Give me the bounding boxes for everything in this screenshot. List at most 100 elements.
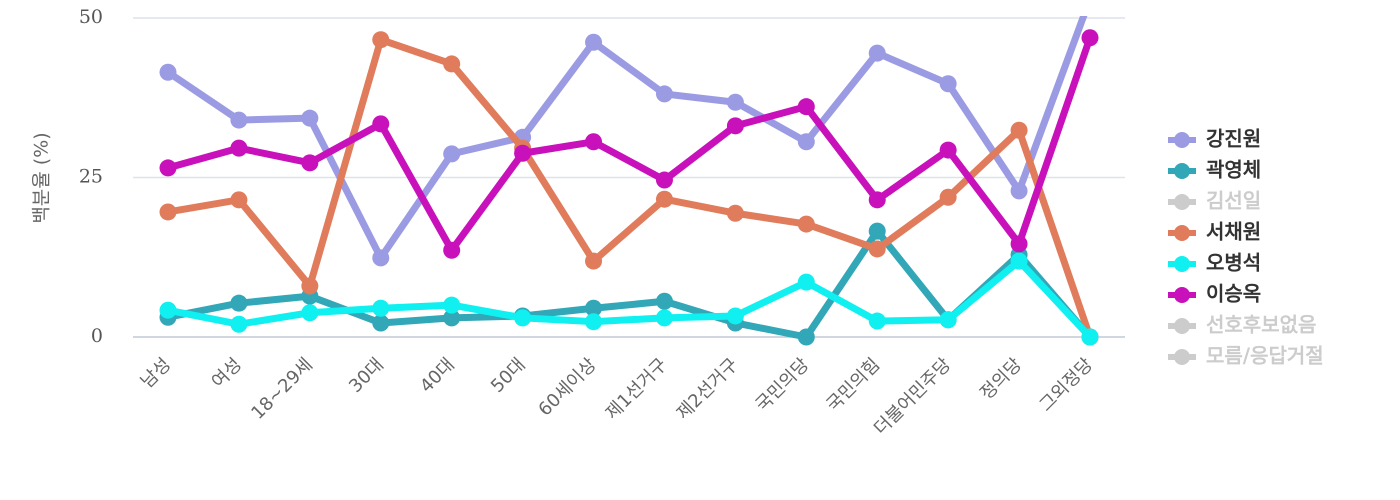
- legend-item[interactable]: 이승옥: [1168, 282, 1261, 306]
- legend-marker: [1174, 349, 1190, 365]
- y-tick-label: 25: [79, 166, 103, 188]
- legend-item[interactable]: 선호후보없음: [1168, 313, 1316, 337]
- point: [443, 309, 461, 327]
- x-tick-label: 정의당: [976, 354, 1026, 404]
- series-line: [167, 36, 1094, 339]
- point: [655, 190, 673, 208]
- point: [1082, 0, 1099, 7]
- point: [868, 191, 886, 209]
- point: [159, 159, 177, 177]
- point: [230, 315, 248, 333]
- legend-label: 곽영체: [1206, 158, 1261, 182]
- legend-marker: [1174, 318, 1190, 334]
- point: [159, 301, 177, 319]
- point: [726, 307, 744, 325]
- legend-item[interactable]: 모름/응답거절: [1168, 344, 1324, 368]
- point: [443, 145, 461, 163]
- point: [585, 313, 603, 331]
- point: [443, 241, 461, 259]
- legend-item[interactable]: 강진원: [1168, 127, 1261, 151]
- legend-label: 김선일: [1206, 189, 1261, 213]
- point: [726, 117, 744, 135]
- point: [1081, 29, 1099, 47]
- point: [230, 111, 248, 129]
- point: [868, 312, 886, 330]
- x-tick-label: 국민의힘: [823, 354, 885, 416]
- x-tick-label: 남성: [137, 354, 175, 392]
- legend-label: 이승옥: [1206, 282, 1261, 306]
- point: [655, 85, 673, 103]
- point: [372, 299, 390, 317]
- legend-item[interactable]: 서채원: [1168, 220, 1261, 244]
- point: [726, 204, 744, 222]
- point: [655, 171, 673, 189]
- point: [868, 222, 886, 240]
- point: [1010, 235, 1028, 253]
- x-tick-label: 제2선거구: [673, 354, 743, 424]
- point: [514, 309, 532, 327]
- legend-marker: [1174, 256, 1190, 272]
- x-tick-label: 60세이상: [534, 354, 600, 420]
- point: [301, 154, 319, 172]
- point: [939, 75, 957, 93]
- point: [797, 328, 815, 346]
- point: [797, 133, 815, 151]
- point: [585, 299, 603, 317]
- legend-label: 오병석: [1206, 251, 1261, 275]
- plot-area: [159, 0, 1099, 346]
- legend-marker: [1174, 194, 1190, 210]
- legend-item[interactable]: 김선일: [1168, 189, 1261, 213]
- point: [585, 33, 603, 51]
- point: [939, 188, 957, 206]
- point: [230, 191, 248, 209]
- point: [443, 55, 461, 73]
- x-tick-label: 그외정당: [1035, 354, 1097, 416]
- point: [1081, 328, 1099, 346]
- x-tick-label: 50대: [487, 354, 530, 397]
- x-tick-label: 18~29세: [247, 354, 317, 424]
- point: [585, 133, 603, 151]
- legend-marker: [1174, 163, 1190, 179]
- point: [372, 115, 390, 133]
- point: [1010, 182, 1028, 200]
- point: [301, 304, 319, 322]
- legend-marker: [1174, 225, 1190, 241]
- legend-label: 모름/응답거절: [1206, 344, 1324, 368]
- point: [726, 93, 744, 111]
- point: [1010, 252, 1028, 270]
- legend-item[interactable]: 곽영체: [1168, 158, 1261, 182]
- point: [797, 215, 815, 233]
- x-tick-label: 국민의당: [752, 354, 814, 416]
- x-tick-label: 30대: [345, 354, 388, 397]
- x-tick-label: 제1선거구: [602, 354, 672, 424]
- x-tick-label: 더불어민주당: [870, 354, 955, 439]
- series-line: [167, 227, 1093, 341]
- point: [230, 139, 248, 157]
- point: [159, 63, 177, 81]
- point: [797, 273, 815, 291]
- point: [939, 311, 957, 329]
- point: [372, 249, 390, 267]
- point: [514, 144, 532, 162]
- legend-marker: [1174, 132, 1190, 148]
- point: [372, 31, 390, 49]
- x-tick-label: 40대: [416, 354, 459, 397]
- point: [939, 141, 957, 159]
- point: [655, 292, 673, 310]
- point: [301, 277, 319, 295]
- point: [868, 44, 886, 62]
- legend-label: 서채원: [1206, 220, 1261, 244]
- y-tick-label: 0: [91, 325, 103, 347]
- legend-label: 강진원: [1206, 127, 1261, 151]
- y-axis-label: 백분율 (%): [31, 132, 53, 223]
- point: [372, 314, 390, 332]
- series-line: [167, 36, 1094, 254]
- point: [159, 203, 177, 221]
- y-tick-label: 50: [79, 6, 103, 28]
- point: [868, 240, 886, 258]
- legend-item[interactable]: 오병석: [1168, 251, 1261, 275]
- point: [1010, 121, 1028, 139]
- point: [301, 109, 319, 127]
- legend-marker: [1174, 287, 1190, 303]
